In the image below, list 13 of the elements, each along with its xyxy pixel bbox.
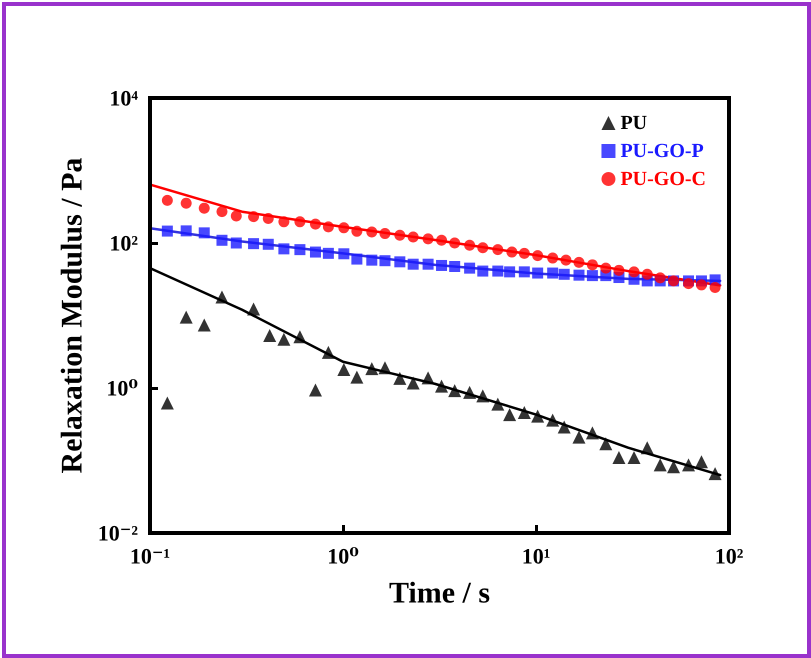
- x-tick-label: 10¹: [522, 544, 550, 568]
- x-tick-label: 10⁰: [327, 544, 360, 568]
- y-tick-label: 10⁴: [109, 86, 138, 110]
- legend-label: PU: [620, 112, 648, 134]
- x-tick-label: 10²: [714, 544, 744, 568]
- y-tick-label: 10⁻²: [98, 520, 138, 546]
- y-axis-title: Relaxation Modulus / Pa: [55, 158, 88, 474]
- legend-label: PU-GO-C: [620, 168, 706, 190]
- y-tick-label: 10²: [109, 230, 138, 256]
- legend-label: PU-GO-P: [620, 140, 704, 162]
- y-tick-label: 10⁰: [106, 376, 138, 400]
- x-axis-title: Time / s: [388, 576, 490, 610]
- x-tick-label: 10⁻¹: [130, 544, 170, 568]
